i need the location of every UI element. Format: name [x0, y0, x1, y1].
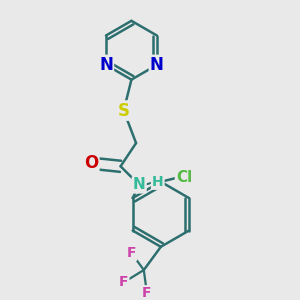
Text: N: N	[99, 56, 113, 74]
Text: N: N	[133, 177, 146, 192]
Text: F: F	[142, 286, 152, 300]
Text: F: F	[119, 275, 128, 290]
Text: O: O	[84, 154, 98, 172]
Text: S: S	[118, 102, 130, 120]
Text: Cl: Cl	[176, 169, 192, 184]
Text: F: F	[127, 246, 136, 260]
Text: H: H	[152, 175, 164, 189]
Text: N: N	[150, 56, 164, 74]
